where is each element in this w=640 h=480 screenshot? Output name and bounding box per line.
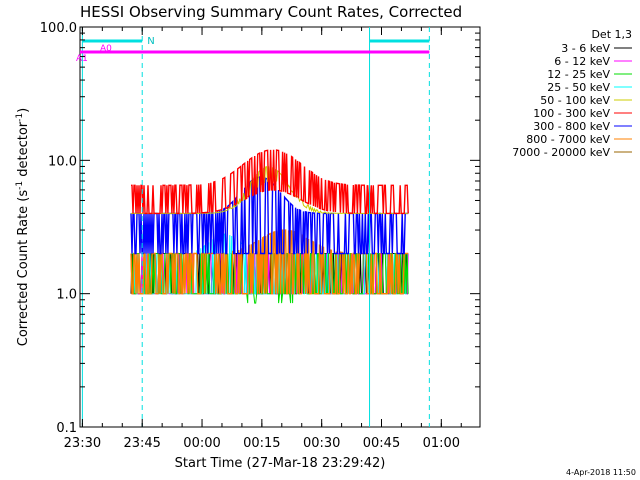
timestamp: 4-Apr-2018 11:50 [566,468,636,477]
y-axis-label-end: ) [16,108,31,113]
y-axis-label: Corrected Count Rate (s-1 detector-1) [15,108,31,346]
x-axis-label: Start Time (27-Mar-18 23:29:42) [175,456,386,471]
night-label: N [147,36,154,47]
legend-entry-label: 12 - 25 keV [547,68,610,81]
y-axis-label-main: Corrected Count Rate (s [16,190,31,347]
legend-entry-label: 300 - 800 keV [533,120,610,133]
y-axis-label-sup: -1 [15,181,25,190]
legend-title: Det 1,3 [591,28,632,41]
y-axis-label-mid: detector [16,121,31,181]
x-tick-label: 00:00 [183,436,220,451]
legend-entry-label: 25 - 50 keV [547,81,610,94]
legend-entry-label: 6 - 12 keV [554,55,610,68]
attenuator-label-a0: A0 [100,44,112,54]
series-trace-300-800kev [130,176,409,255]
y-axis-label-sup2: -1 [15,113,25,122]
y-tick-label: 100.0 [40,21,77,36]
series-trace-100-300kev [131,149,409,215]
data-layer [130,149,409,304]
annotation-layer: N A1 A0 [76,27,430,427]
x-tick-label: 00:15 [243,436,280,451]
plot-frame [79,26,481,428]
legend-entry-label: 7000 - 20000 keV [512,146,610,159]
y-tick-label: 10.0 [48,154,77,169]
legend-entry-label: 800 - 7000 keV [526,133,610,146]
axes-layer: 23:30 23:45 00:00 00:15 00:30 00:45 01:00 0.1 1.… [40,21,480,451]
x-tick-label: 00:45 [363,436,400,451]
series-trace-12-25kev [130,253,409,304]
x-tick-label: 01:00 [423,436,460,451]
legend-entry-label: 3 - 6 keV [561,42,610,55]
x-tick-label: 00:30 [303,436,340,451]
y-tick-label: 0.1 [56,421,77,436]
x-tick-label: 23:30 [64,436,101,451]
chart-title: HESSI Observing Summary Count Rates, Cor… [80,3,462,21]
legend-entry-label: 50 - 100 keV [540,94,610,107]
y-tick-label: 1.0 [56,288,77,303]
attenuator-label-a1: A1 [76,54,88,64]
x-tick-label: 23:45 [123,436,160,451]
legend-entry-label: 100 - 300 keV [533,107,610,120]
